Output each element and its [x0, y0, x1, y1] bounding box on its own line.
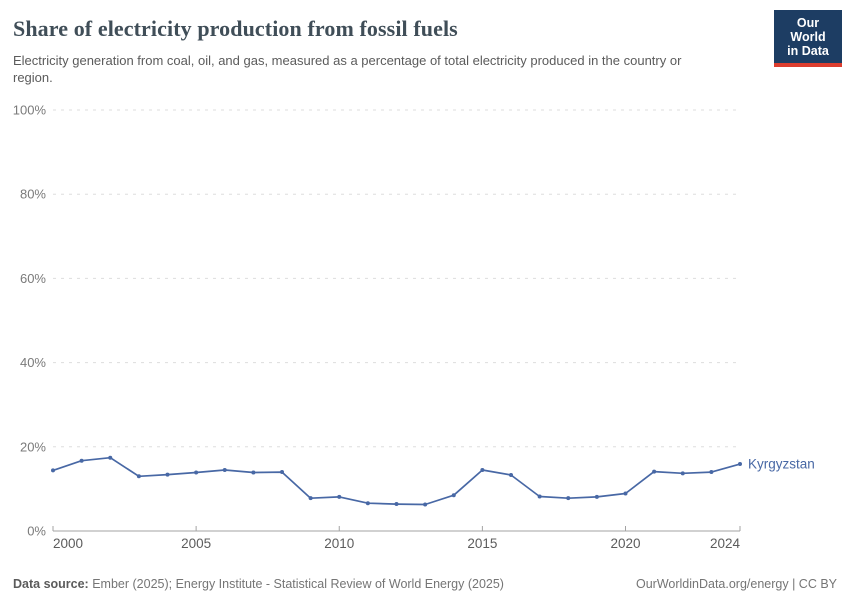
data-point[interactable]: [165, 472, 170, 477]
data-point[interactable]: [308, 496, 313, 501]
data-point[interactable]: [365, 501, 370, 506]
page-title: Share of electricity production from fos…: [13, 16, 458, 41]
owid-logo-line1: Our World: [790, 16, 826, 44]
y-tick-label: 80%: [20, 187, 46, 202]
data-point[interactable]: [79, 458, 84, 463]
data-point[interactable]: [423, 502, 428, 507]
data-point[interactable]: [652, 469, 657, 474]
data-point[interactable]: [280, 470, 284, 475]
data-point[interactable]: [251, 470, 256, 475]
data-point[interactable]: [108, 455, 113, 460]
y-tick-label: 60%: [20, 271, 46, 286]
chart-footer: Data source: Ember (2025); Energy Instit…: [13, 577, 837, 591]
data-source-label: Data source:: [13, 577, 89, 591]
owid-logo-line2: in Data: [787, 44, 829, 58]
y-tick-label: 20%: [20, 439, 46, 454]
entity-label[interactable]: Kyrgyzstan: [748, 457, 815, 472]
data-point[interactable]: [709, 470, 714, 475]
data-point[interactable]: [337, 494, 342, 499]
data-source-text: Ember (2025); Energy Institute - Statist…: [92, 577, 504, 591]
chart-subtitle: Electricity generation from coal, oil, a…: [13, 53, 682, 85]
data-point[interactable]: [136, 474, 141, 479]
owid-logo[interactable]: Our World in Data: [774, 10, 842, 67]
y-tick-label: 40%: [20, 355, 46, 370]
data-point[interactable]: [594, 494, 599, 499]
y-tick-label: 0%: [27, 524, 46, 539]
data-point[interactable]: [623, 491, 628, 496]
data-point[interactable]: [451, 493, 456, 498]
owid-license-link[interactable]: OurWorldinData.org/energy | CC BY: [635, 577, 837, 591]
data-point[interactable]: [394, 502, 399, 507]
data-point[interactable]: [480, 467, 485, 472]
series-line[interactable]: [52, 456, 741, 506]
x-tick-label: 2024: [710, 536, 741, 551]
x-tick-label: 2015: [467, 536, 497, 551]
data-point[interactable]: [566, 496, 571, 501]
data-point[interactable]: [51, 468, 55, 473]
x-tick-label: 2010: [324, 536, 354, 551]
data-point[interactable]: [680, 471, 685, 476]
data-point[interactable]: [222, 467, 227, 472]
x-tick-label: 2005: [181, 536, 211, 551]
data-point[interactable]: [194, 470, 199, 475]
x-tick-label: 2020: [610, 536, 640, 551]
data-point[interactable]: [738, 462, 742, 467]
y-tick-label: 100%: [13, 103, 47, 118]
data-point[interactable]: [537, 494, 542, 499]
data-source-note: Data source: Ember (2025); Energy Instit…: [13, 577, 504, 591]
x-tick-label: 2000: [53, 536, 83, 551]
data-point[interactable]: [509, 473, 513, 478]
